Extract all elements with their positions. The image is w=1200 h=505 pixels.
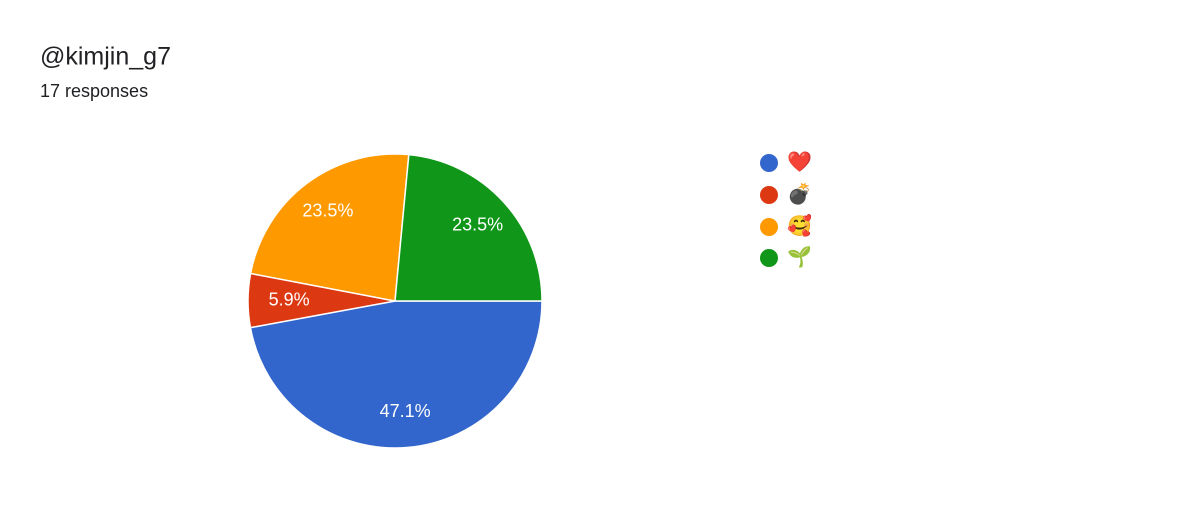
pie-slice xyxy=(249,153,410,302)
legend-label: 🥰 xyxy=(787,214,812,238)
legend-swatch xyxy=(760,186,778,204)
slice-label: 5.9% xyxy=(269,289,310,309)
slice-label: 23.5% xyxy=(452,215,503,235)
slice-label: 47.1% xyxy=(380,401,431,421)
chart-title: @kimjin_g7 xyxy=(40,43,171,71)
legend-swatch xyxy=(760,154,778,172)
legend-swatch xyxy=(760,218,778,236)
pie-slice xyxy=(394,153,543,302)
legend-label: 🌱 xyxy=(787,245,812,269)
legend-swatch xyxy=(760,249,778,267)
legend-label: 💣 xyxy=(787,182,812,207)
slice-label: 23.5% xyxy=(302,200,353,220)
legend-label: ❤️ xyxy=(787,150,812,174)
pie-slice xyxy=(249,300,543,449)
chart-subtitle: 17 responses xyxy=(40,81,148,101)
